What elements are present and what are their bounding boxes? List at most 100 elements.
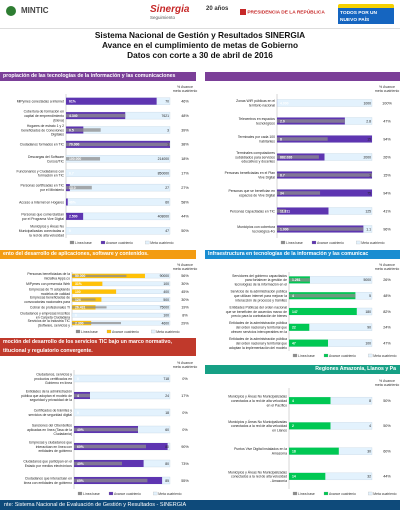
bar-linea-base — [74, 461, 122, 466]
category-label: Cobrar de profesionales TI — [30, 306, 70, 310]
bar-meta-label: 8 — [369, 399, 371, 403]
legend-swatch — [311, 240, 317, 245]
bar-avance — [66, 198, 68, 206]
pct-label: 17% — [181, 172, 189, 176]
years-logo-text: 20 años — [206, 6, 229, 12]
bar-meta-label: 400 — [163, 290, 169, 294]
bar-value-label: 4 — [292, 294, 294, 298]
category-label: Sanciones del Ciberdelitos — [32, 423, 72, 427]
category-label: modelos de calidad — [41, 292, 70, 296]
pct-label: 96% — [383, 227, 391, 231]
bar-meta-label: 1 — [369, 173, 371, 177]
bar-avance — [72, 281, 103, 286]
category-label: Servicios de la Industria TIC — [28, 319, 71, 323]
category-label: pública que adoptan el modelo de — [21, 394, 72, 398]
footer-source-text: nte: Sistema Nacional de Evaluación de G… — [4, 502, 187, 508]
pct-label: 55% — [181, 479, 189, 483]
category-label: Ciudadanos, servicios y — [36, 372, 72, 376]
bar-avance — [289, 339, 329, 347]
pct-label: 58% — [181, 200, 189, 204]
category-label: Hogares de estrato 1 y 2 — [27, 124, 64, 128]
pct-header-label-2: meta cuatrienio — [375, 383, 400, 387]
bar-avance — [289, 397, 331, 405]
bar-value-label: 0 — [69, 229, 71, 233]
years-logo: 20 años — [206, 5, 228, 12]
bar-value-label: 0 — [77, 411, 79, 415]
category-label: Municipalizadas conectadas a — [19, 229, 64, 233]
category-label: entidades de gobierno — [38, 449, 72, 453]
bar-linea-base — [66, 113, 126, 118]
bar-meta-label: 100 — [163, 314, 169, 318]
presidencia-emblem-icon — [240, 9, 246, 15]
bar-meta-label: 80 — [165, 462, 169, 466]
legend-label: Avance cuatrienio — [114, 492, 141, 496]
category-label: habitantes — [259, 140, 275, 144]
legend-swatch — [100, 240, 106, 245]
category-label: la red de alta velocidad — [29, 234, 64, 238]
category-label: Zonas WiFi públicas en el — [236, 99, 275, 103]
bar-value-label: 40% — [77, 462, 84, 466]
bar-value-label: 70.000 — [69, 143, 79, 147]
category-label: Municipios con cobertura — [237, 225, 275, 229]
category-label: precio para la contratación de bienes — [231, 314, 287, 318]
bar-value-label: 100 — [75, 290, 81, 294]
pct-label: 47% — [383, 341, 391, 345]
bar-meta-label: 2.8 — [366, 119, 371, 123]
bar-value-label: 6.7 — [69, 172, 74, 176]
bar-meta-label: 125 — [365, 209, 371, 213]
bar-meta — [65, 227, 171, 235]
bar-linea-base — [72, 321, 121, 325]
bar-linea-base — [277, 227, 364, 231]
title-line-2: Avance en el cumplimiento de metas de Go… — [101, 40, 299, 50]
category-label: conectados a la red de alta velocidad — [231, 475, 287, 479]
bar-meta-label: 1 — [167, 143, 169, 147]
bar-value-label: 2 — [292, 424, 294, 428]
legend-label: Avance cuatrienio — [329, 492, 356, 496]
chart-panel-6: % Avance meta cuatrienio Municipios y Área… — [203, 376, 400, 498]
bar-value-label: 40% — [77, 428, 84, 432]
section-header-infraestructura: Infraestructura en tecnologías de la inf… — [205, 250, 400, 259]
category-label: Personas certificadas en TIC — [21, 184, 65, 188]
bar-linea-base — [66, 214, 67, 219]
pct-label: 46% — [181, 100, 189, 104]
bar-meta-label: 214000 — [158, 157, 169, 161]
bar-avance — [66, 97, 157, 105]
category-label: Ciudadanos formados en TIC — [20, 143, 65, 147]
bar-meta-label: 15 — [367, 137, 371, 141]
legend-label: Línea base — [75, 241, 92, 245]
pct-label: 0% — [182, 428, 188, 432]
category-label: MiPymes con presencia Web — [26, 282, 70, 286]
legend-label: Meta cuatrienio — [373, 354, 396, 358]
category-label: Ciudadanos y empresas inscritos — [20, 311, 70, 315]
legend-label: Línea base — [298, 492, 315, 496]
legend-swatch — [323, 353, 329, 358]
bar-meta-label: 718 — [163, 377, 169, 381]
bar-linea-base — [277, 173, 372, 177]
bar-value-label: 60% — [77, 445, 84, 449]
category-label: Gobierno en línea — [45, 381, 72, 385]
bar-meta-label: 100 — [163, 282, 169, 286]
bar-value-label: 18 — [292, 449, 296, 453]
presidencia-logo: PRESIDENCIA DE LA REPÚBLICA — [240, 9, 325, 15]
nuevo-pais-logo-text: TODOS POR UN NUEVO PAÍS — [338, 8, 394, 24]
pct-label: 39% — [181, 128, 189, 132]
category-label: Ciudadanía) — [54, 432, 72, 436]
pct-label: 30% — [181, 282, 189, 286]
pct-label: 15% — [383, 173, 391, 177]
bar-linea-base — [289, 293, 356, 298]
category-label: seguridad y privacidad de la — [30, 398, 72, 402]
pct-label: 0% — [182, 377, 188, 381]
category-label: Servicios de la administración pública — [230, 290, 287, 294]
bar-meta-label: 180 — [365, 310, 371, 314]
category-label: interactúan en línea con — [36, 445, 72, 449]
legend-swatch — [368, 353, 373, 358]
category-label: formación en TIC — [38, 174, 64, 178]
pct-header-label-2: meta cuatrienio — [375, 267, 400, 271]
category-label: servicios de seguridad digital — [28, 413, 72, 417]
category-label: Personas que comercializan — [21, 213, 64, 217]
category-label: Digitales — [51, 133, 64, 137]
pct-label: 100% — [382, 101, 392, 105]
pct-label: 38% — [181, 143, 189, 147]
